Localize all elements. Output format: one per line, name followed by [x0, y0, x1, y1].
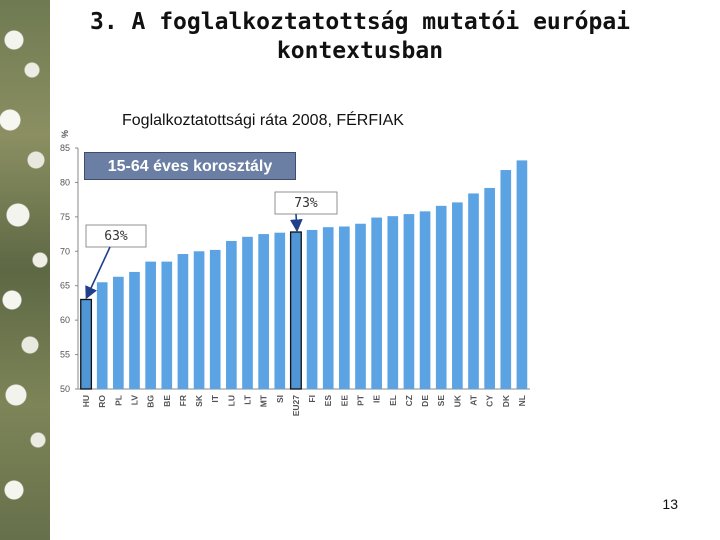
- bar-pt: [355, 223, 366, 389]
- bar-be: [161, 261, 173, 389]
- x-tick-label-es: ES: [323, 395, 333, 407]
- x-tick-label-bg: BG: [146, 395, 156, 408]
- annotation-arrow-eu27: [289, 213, 303, 233]
- bar-lv: [129, 271, 140, 389]
- y-tick-label: 70: [60, 246, 70, 256]
- bar-de: [419, 211, 431, 389]
- x-tick-label-it: IT: [210, 394, 220, 402]
- x-tick-label-be: BE: [162, 395, 172, 407]
- bar-si: [274, 232, 286, 389]
- bar-fr: [177, 254, 189, 389]
- bar-it: [209, 249, 221, 389]
- y-tick-label: 60: [60, 315, 70, 325]
- x-tick-label-nl: NL: [517, 395, 527, 406]
- x-tick-label-lv: LV: [130, 395, 140, 406]
- x-tick-label-cy: CY: [485, 395, 495, 407]
- x-tick-label-pl: PL: [113, 395, 123, 406]
- bar-cy: [484, 187, 495, 389]
- y-axis-label: %: [60, 130, 70, 138]
- bar-el: [387, 216, 399, 389]
- bar-ee: [339, 226, 350, 389]
- bar-uk: [452, 202, 463, 389]
- bar-at: [468, 193, 479, 389]
- slide-title: 3. A foglalkoztatottság mutatói európai …: [89, 9, 631, 64]
- x-tick-label-ro: RO: [97, 395, 107, 408]
- x-tick-label-uk: UK: [452, 394, 462, 407]
- annotation-arrow-hu: [85, 246, 111, 300]
- y-tick-label: 50: [60, 384, 70, 394]
- bar-hu: [80, 298, 93, 390]
- y-tick-label: 85: [60, 143, 70, 153]
- x-tick-label-lt: LT: [243, 394, 253, 405]
- y-tick-label: 75: [60, 212, 70, 222]
- x-tick-label-de: DE: [420, 395, 430, 407]
- bar-fi: [306, 229, 318, 389]
- y-tick-label: 80: [60, 177, 70, 187]
- y-tick-label: 55: [60, 350, 70, 360]
- bar-ro: [96, 282, 108, 389]
- bar-dk: [500, 170, 512, 389]
- x-tick-label-sk: SK: [194, 394, 204, 407]
- x-tick-label-el: EL: [388, 395, 398, 406]
- bar-cz: [403, 214, 415, 389]
- x-tick-label-at: AT: [469, 394, 479, 406]
- bar-es: [322, 227, 334, 389]
- bar-mt: [258, 234, 269, 389]
- bar-bg: [145, 261, 156, 389]
- bar-eu27: [289, 231, 302, 390]
- bar-se: [435, 205, 447, 389]
- annotation-label-hu: 63%: [104, 229, 128, 244]
- annotation-box-eu27: [274, 191, 338, 215]
- x-tick-label-eu27: EU27: [291, 395, 301, 417]
- x-tick-label-dk: DK: [501, 394, 511, 407]
- bar-ie: [371, 217, 382, 389]
- annotation-label-eu27: 73%: [294, 196, 318, 211]
- x-tick-label-fr: FR: [178, 395, 188, 406]
- bar-lu: [226, 240, 237, 389]
- decorative-flower-strip: [0, 0, 50, 540]
- bar-lt: [242, 236, 253, 389]
- bar-pl: [113, 276, 124, 389]
- x-tick-label-mt: MT: [259, 394, 269, 407]
- bar-nl: [516, 160, 528, 389]
- x-tick-label-pt: PT: [356, 394, 366, 406]
- chart-title: Foglalkoztatottsági ráta 2008, FÉRFIAK: [122, 112, 404, 129]
- x-tick-label-se: SE: [436, 395, 446, 407]
- bar-sk: [193, 251, 205, 389]
- age-group-badge: 15-64 éves korosztály: [84, 152, 296, 180]
- x-tick-label-lu: LU: [226, 395, 236, 406]
- x-tick-label-cz: CZ: [404, 395, 414, 406]
- annotation-box-hu: [85, 224, 147, 248]
- y-tick-label: 65: [60, 281, 70, 291]
- x-tick-label-hu: HU: [81, 395, 91, 407]
- x-tick-label-ie: IE: [372, 395, 382, 403]
- x-tick-label-fi: FI: [307, 395, 317, 403]
- page-number: 13: [662, 496, 678, 512]
- x-tick-label-si: SI: [275, 395, 285, 403]
- x-tick-label-ee: EE: [339, 395, 349, 407]
